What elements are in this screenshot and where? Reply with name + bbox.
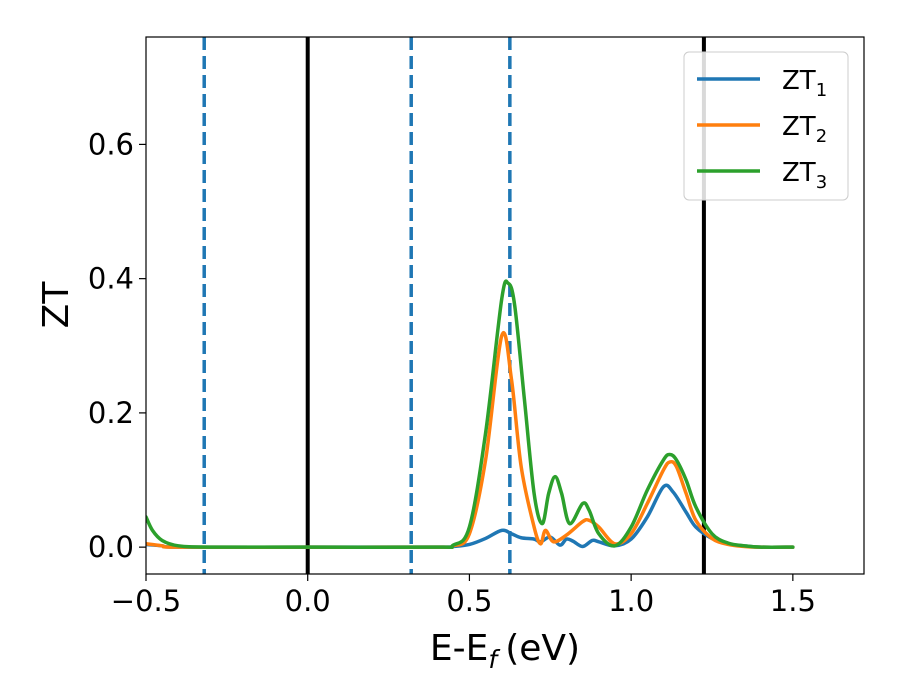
y-tick-label: 0.2 xyxy=(88,396,134,430)
legend-label-zt2: ZT2 xyxy=(782,112,827,147)
y-axis-ticks: 0.0 0.2 0.4 0.6 xyxy=(88,127,146,564)
x-axis-title: E-Ef (eV) xyxy=(430,628,580,674)
x-axis-ticks: −0.5 0.0 0.5 1.0 1.5 xyxy=(111,574,816,618)
y-tick-label: 0.6 xyxy=(88,127,134,161)
legend-box xyxy=(683,51,849,201)
y-tick-label: 0.0 xyxy=(88,530,134,564)
x-tick-label: 1.5 xyxy=(770,584,816,618)
legend-label-zt1: ZT1 xyxy=(782,66,827,101)
x-axis-title-subscript: f xyxy=(488,645,500,674)
y-tick-label: 0.4 xyxy=(88,262,134,296)
series-line-zt2 xyxy=(146,331,795,549)
reference-lines xyxy=(202,37,706,574)
x-tick-label: 1.0 xyxy=(608,584,654,618)
x-tick-label: 0.5 xyxy=(446,584,492,618)
x-tick-label: 0.0 xyxy=(285,584,331,618)
series-line-zt3 xyxy=(146,279,795,550)
x-tick-label: −0.5 xyxy=(111,584,181,618)
legend-label-zt3: ZT3 xyxy=(782,158,827,193)
x-axis-title-unit: (eV) xyxy=(505,628,580,669)
plot-frame xyxy=(145,36,865,575)
series-lines xyxy=(146,279,795,550)
legend: ZT1 ZT2 ZT3 xyxy=(683,51,849,201)
y-axis-title: ZT xyxy=(36,281,77,329)
x-axis-title-main: E-E xyxy=(430,628,488,669)
